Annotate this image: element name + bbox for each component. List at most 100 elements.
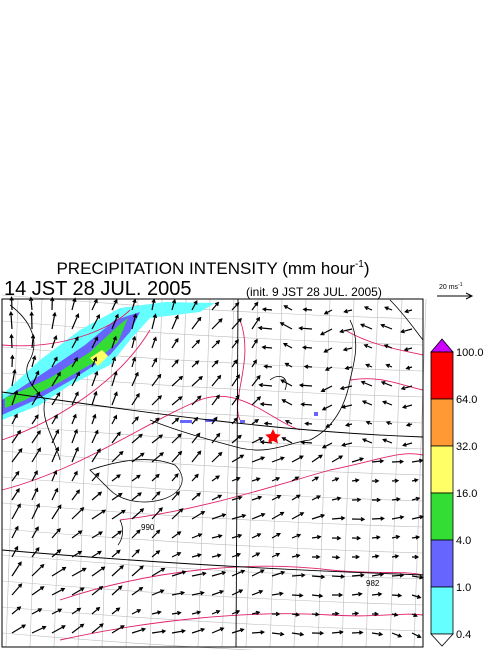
wind-arrow [71, 623, 85, 634]
wind-arrow [380, 323, 393, 330]
wind-arrow [271, 477, 281, 482]
wind-arrow [51, 549, 62, 558]
wind-arrow [251, 512, 266, 520]
wind-arrow [131, 416, 139, 425]
wind-arrow [151, 473, 160, 482]
wind-arrow [31, 586, 45, 596]
wind-arrow [351, 517, 366, 522]
wind-arrow [151, 529, 161, 539]
wind-arrow [411, 458, 424, 463]
title-end: ) [364, 259, 370, 278]
wind-arrow [151, 357, 158, 368]
wind-arrow [71, 446, 79, 463]
wind-arrow [383, 344, 393, 349]
wind-arrow [211, 553, 222, 558]
colorbar-over [430, 338, 454, 353]
wind-arrow [341, 442, 353, 447]
lon-line [125, 298, 139, 648]
lat-line [1, 398, 424, 424]
wind-arrow [171, 590, 186, 596]
wind-arrow [71, 470, 78, 482]
wind-arrow [211, 475, 220, 482]
wind-arrow [111, 370, 118, 387]
wind-arrow [131, 335, 137, 349]
wind-arrow [191, 533, 203, 539]
wind-arrow [405, 365, 413, 370]
wind-arrow [371, 497, 382, 503]
wind-arrow [71, 507, 85, 520]
wind-arrow [360, 380, 373, 387]
wind-arrow [151, 550, 161, 558]
wind-arrow [111, 450, 124, 463]
wind-arrow [91, 472, 100, 482]
wind-arrow [320, 385, 333, 393]
wind-arrow [263, 421, 273, 426]
wind-arrow [391, 515, 405, 520]
wind-arrow [31, 355, 37, 368]
wind-arrow [151, 610, 162, 615]
wind-arrow [11, 583, 23, 596]
wind-arrow [131, 565, 144, 577]
wind-arrow [211, 359, 219, 368]
wind-arrow [339, 328, 353, 334]
wind-arrow [280, 379, 293, 387]
wind-arrow [251, 477, 261, 482]
wind-arrow [131, 452, 145, 463]
wind-arrow [191, 416, 199, 425]
wind-arrow [251, 374, 261, 387]
wind-arrow [271, 591, 284, 596]
wind-arrow [271, 631, 285, 637]
wind-arrow [271, 495, 282, 501]
wind-arrow [231, 495, 243, 501]
wind-arrow [371, 572, 385, 577]
wind-arrow [251, 418, 260, 425]
wind-arrow [341, 404, 353, 409]
lon-line [389, 298, 403, 648]
wind-arrow [51, 487, 59, 501]
map-frame [1, 298, 424, 648]
wind-arrow [371, 535, 381, 540]
wind-arrow [191, 571, 207, 577]
colorbar-label: 0.4 [456, 629, 471, 641]
wind-arrow [323, 347, 333, 353]
wind-arrow [281, 399, 293, 406]
wind-arrow [91, 356, 97, 368]
colorbar-under [430, 633, 454, 647]
wind-arrow [391, 554, 400, 559]
colorbar-segment [430, 492, 454, 541]
wind-arrow [111, 298, 118, 311]
lon-line [341, 298, 355, 648]
wind-arrow [131, 392, 140, 406]
wind-arrow [11, 545, 19, 558]
wind-arrow [211, 627, 225, 634]
wind-arrow [385, 363, 393, 368]
wind-arrow [91, 531, 103, 539]
wind-arrow [211, 534, 223, 539]
wind-arrow [251, 396, 262, 406]
wind-arrow [400, 385, 413, 391]
wind-arrow [251, 359, 257, 368]
wind-arrow [111, 474, 121, 482]
ref-vector-label: 20 ms-1 [439, 282, 463, 291]
wind-arrow [304, 421, 313, 426]
wind-arrow [71, 336, 79, 349]
wind-arrow [231, 359, 238, 368]
wind-arrow [171, 359, 179, 368]
wind-arrow [251, 316, 261, 330]
wind-arrow [211, 339, 221, 349]
wind-arrow [261, 307, 273, 312]
colorbar-segment [430, 351, 454, 400]
wind-arrow [71, 391, 79, 406]
wind-arrow [31, 625, 47, 634]
wind-arrow [351, 573, 365, 578]
wind-arrow [411, 478, 419, 483]
wind-arrow [91, 509, 107, 520]
wind-arrow [91, 314, 100, 330]
wind-arrow [231, 374, 240, 387]
wind-arrow [31, 414, 39, 425]
wind-arrow [331, 516, 346, 521]
precip-green [5, 318, 128, 408]
wind-arrow [30, 333, 36, 349]
wind-arrow [231, 610, 241, 615]
wind-arrow [411, 535, 421, 540]
